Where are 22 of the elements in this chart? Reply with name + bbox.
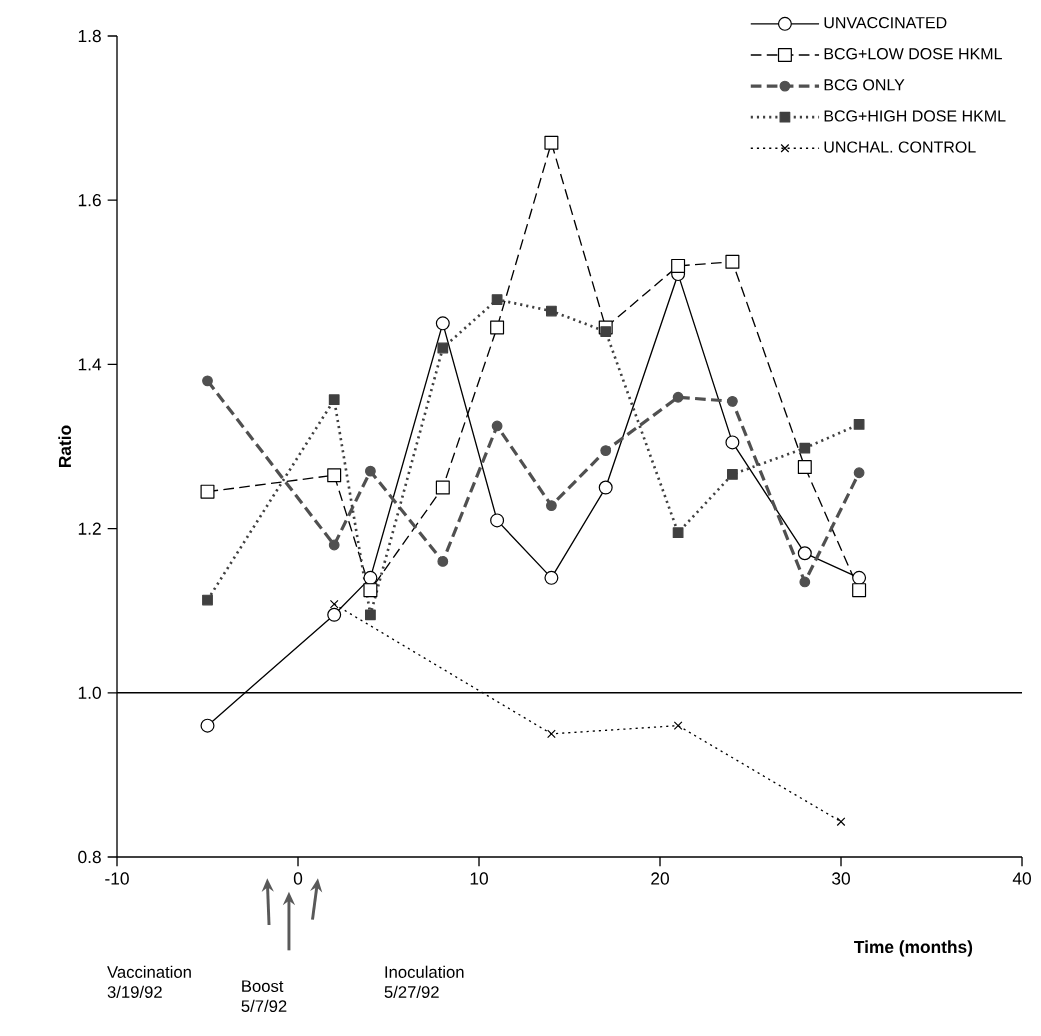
y-tick-label: 1.8 — [78, 29, 101, 43]
y-tick-label: 1.0 — [78, 686, 101, 699]
y-axis-title: Ratio — [58, 425, 72, 468]
x-tick-label: 40 — [1012, 872, 1031, 885]
y-tick-label: 1.2 — [78, 522, 101, 535]
x-tick-label: 30 — [832, 872, 850, 885]
x-axis-title: Time (months) — [854, 940, 973, 957]
legend-label: UNCHAL. CONTROL — [824, 141, 976, 153]
x-tick-label: 10 — [470, 872, 488, 885]
y-tick-label: 1.4 — [78, 358, 102, 371]
x-tick-label: 20 — [651, 872, 669, 885]
x-tick-label: 0 — [293, 872, 303, 885]
legend-label: UNVACCINATED — [824, 16, 947, 29]
legend-label: BCG+HIGH DOSE HKML — [824, 110, 1006, 122]
legend-label: BCG+LOW DOSE HKML — [824, 48, 1002, 60]
text: Boost 5/7/92 — [241, 980, 287, 1013]
x-tick-label: -10 — [105, 872, 129, 885]
text: Vaccination 3/19/92 — [107, 965, 191, 998]
legend-label: BCG ONLY — [824, 79, 905, 91]
y-tick-label: 1.6 — [78, 194, 101, 207]
y-tick-label: 0.8 — [78, 850, 101, 864]
text: Inoculation 5/27/92 — [384, 965, 464, 998]
